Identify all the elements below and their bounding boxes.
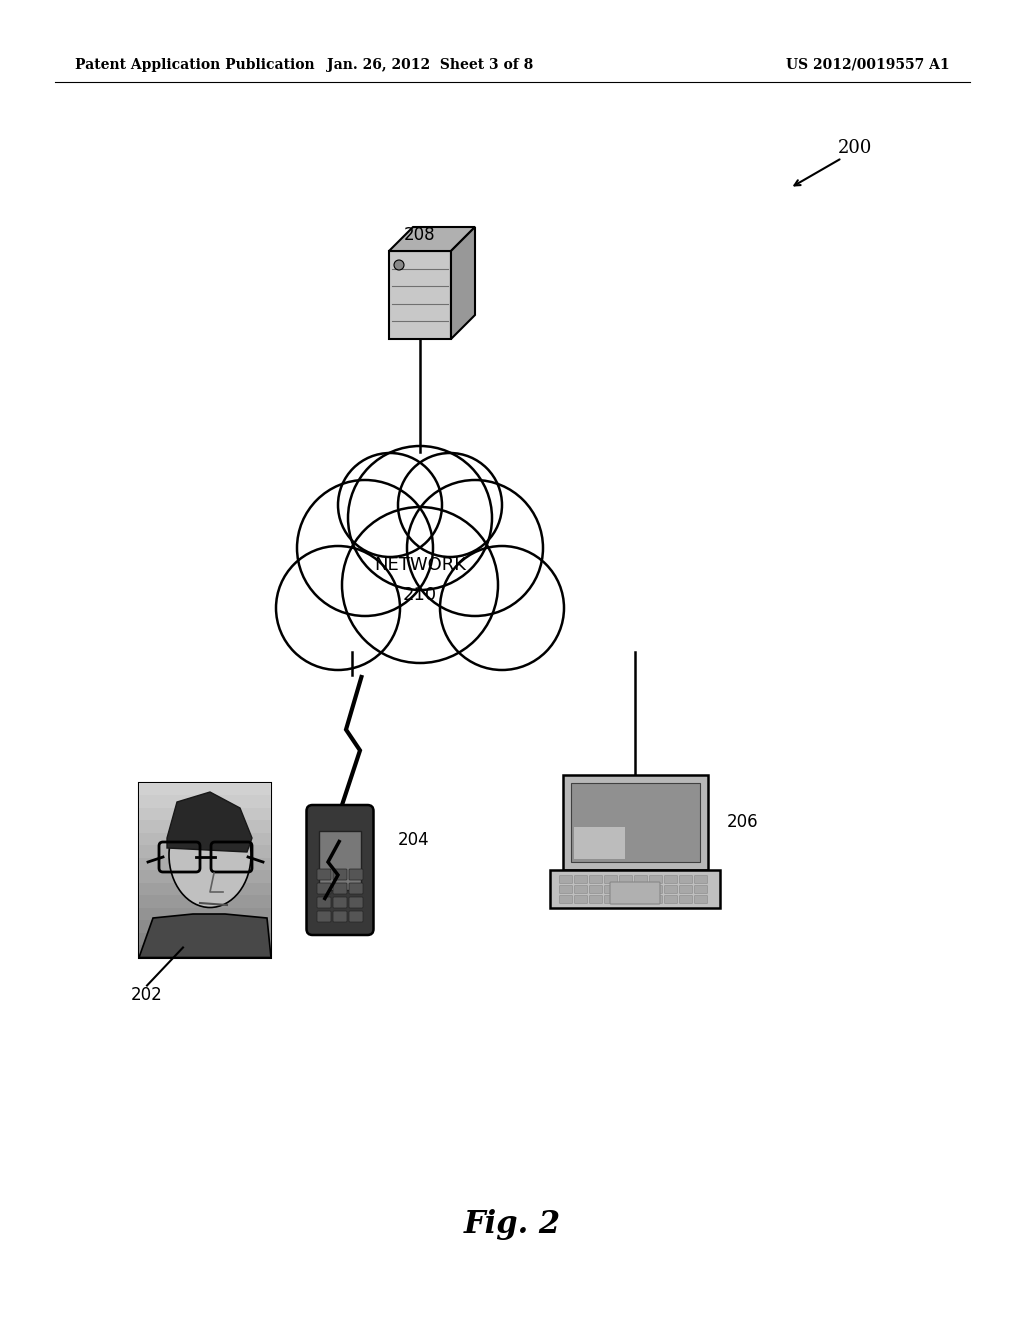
FancyBboxPatch shape xyxy=(620,895,633,903)
Text: 200: 200 xyxy=(838,139,872,157)
Polygon shape xyxy=(451,227,475,339)
FancyBboxPatch shape xyxy=(649,875,663,883)
Text: NETWORK: NETWORK xyxy=(374,556,466,574)
FancyBboxPatch shape xyxy=(139,895,271,908)
FancyBboxPatch shape xyxy=(139,932,271,945)
FancyBboxPatch shape xyxy=(139,883,271,895)
FancyBboxPatch shape xyxy=(559,886,572,894)
FancyBboxPatch shape xyxy=(317,911,331,921)
Polygon shape xyxy=(139,913,271,957)
FancyBboxPatch shape xyxy=(317,869,331,880)
FancyBboxPatch shape xyxy=(680,886,692,894)
FancyBboxPatch shape xyxy=(610,882,660,904)
FancyBboxPatch shape xyxy=(317,898,331,908)
FancyBboxPatch shape xyxy=(139,920,271,932)
FancyBboxPatch shape xyxy=(139,783,271,795)
FancyBboxPatch shape xyxy=(590,886,602,894)
FancyBboxPatch shape xyxy=(559,895,572,903)
Text: 202: 202 xyxy=(131,986,163,1005)
FancyBboxPatch shape xyxy=(349,883,362,894)
FancyBboxPatch shape xyxy=(306,805,374,935)
FancyBboxPatch shape xyxy=(604,886,617,894)
FancyBboxPatch shape xyxy=(604,875,617,883)
FancyBboxPatch shape xyxy=(649,886,663,894)
FancyBboxPatch shape xyxy=(635,895,647,903)
FancyBboxPatch shape xyxy=(694,886,708,894)
Text: 206: 206 xyxy=(727,813,759,832)
Circle shape xyxy=(342,507,498,663)
FancyBboxPatch shape xyxy=(562,775,708,870)
FancyBboxPatch shape xyxy=(680,875,692,883)
FancyBboxPatch shape xyxy=(317,883,331,894)
FancyBboxPatch shape xyxy=(550,870,720,908)
FancyBboxPatch shape xyxy=(574,875,588,883)
FancyBboxPatch shape xyxy=(665,875,678,883)
FancyBboxPatch shape xyxy=(333,869,347,880)
FancyBboxPatch shape xyxy=(349,911,362,921)
Ellipse shape xyxy=(169,803,251,908)
Circle shape xyxy=(440,546,564,671)
FancyBboxPatch shape xyxy=(635,875,647,883)
Circle shape xyxy=(348,446,492,590)
FancyBboxPatch shape xyxy=(139,845,271,858)
Text: US 2012/0019557 A1: US 2012/0019557 A1 xyxy=(786,58,950,73)
FancyBboxPatch shape xyxy=(573,828,625,859)
Circle shape xyxy=(338,453,442,557)
FancyBboxPatch shape xyxy=(333,898,347,908)
Circle shape xyxy=(297,480,433,616)
FancyBboxPatch shape xyxy=(590,875,602,883)
FancyBboxPatch shape xyxy=(139,908,271,920)
FancyBboxPatch shape xyxy=(139,945,271,957)
Text: 204: 204 xyxy=(398,832,430,849)
Text: 208: 208 xyxy=(404,226,436,244)
FancyBboxPatch shape xyxy=(559,875,572,883)
FancyBboxPatch shape xyxy=(604,895,617,903)
Text: Fig. 2: Fig. 2 xyxy=(464,1209,560,1241)
Circle shape xyxy=(394,260,404,271)
Polygon shape xyxy=(167,792,252,851)
Polygon shape xyxy=(389,227,475,251)
FancyBboxPatch shape xyxy=(694,875,708,883)
Text: Jan. 26, 2012  Sheet 3 of 8: Jan. 26, 2012 Sheet 3 of 8 xyxy=(327,58,534,73)
Circle shape xyxy=(276,546,400,671)
FancyBboxPatch shape xyxy=(635,886,647,894)
FancyBboxPatch shape xyxy=(574,886,588,894)
FancyBboxPatch shape xyxy=(349,898,362,908)
FancyBboxPatch shape xyxy=(574,895,588,903)
FancyBboxPatch shape xyxy=(318,830,361,890)
FancyBboxPatch shape xyxy=(333,883,347,894)
FancyBboxPatch shape xyxy=(139,808,271,820)
FancyBboxPatch shape xyxy=(649,895,663,903)
FancyBboxPatch shape xyxy=(139,783,271,957)
Text: 210: 210 xyxy=(402,586,437,605)
FancyBboxPatch shape xyxy=(389,251,451,339)
FancyBboxPatch shape xyxy=(665,886,678,894)
FancyBboxPatch shape xyxy=(139,858,271,870)
FancyBboxPatch shape xyxy=(139,833,271,845)
FancyBboxPatch shape xyxy=(139,870,271,883)
FancyBboxPatch shape xyxy=(665,895,678,903)
FancyBboxPatch shape xyxy=(590,895,602,903)
FancyBboxPatch shape xyxy=(620,875,633,883)
Text: Patent Application Publication: Patent Application Publication xyxy=(75,58,314,73)
FancyBboxPatch shape xyxy=(139,820,271,833)
FancyBboxPatch shape xyxy=(349,869,362,880)
Circle shape xyxy=(407,480,543,616)
Circle shape xyxy=(398,453,502,557)
FancyBboxPatch shape xyxy=(680,895,692,903)
FancyBboxPatch shape xyxy=(570,783,699,862)
FancyBboxPatch shape xyxy=(694,895,708,903)
FancyBboxPatch shape xyxy=(620,886,633,894)
FancyBboxPatch shape xyxy=(139,795,271,808)
FancyBboxPatch shape xyxy=(333,911,347,921)
